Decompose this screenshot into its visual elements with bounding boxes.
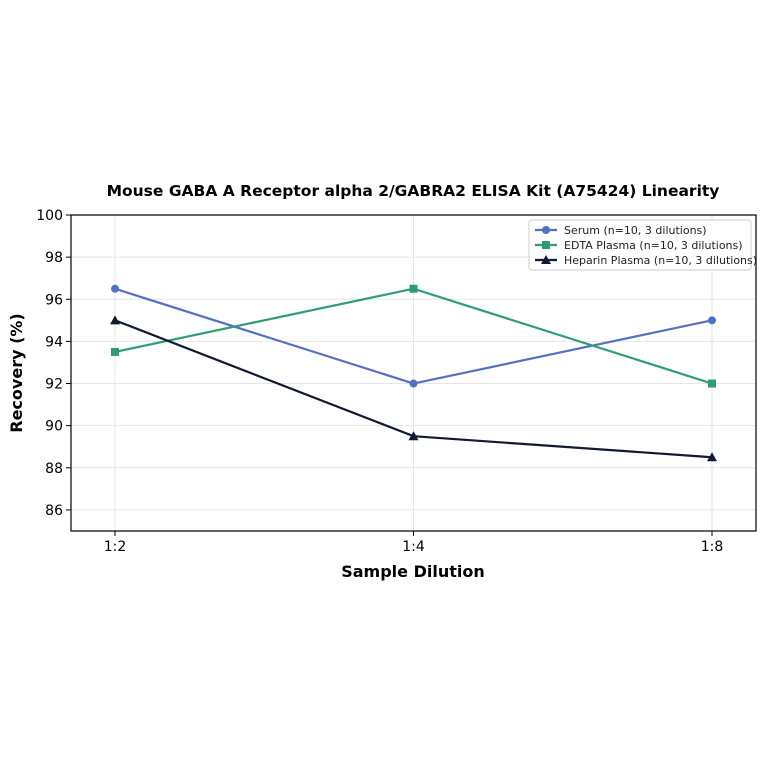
data-point <box>408 431 419 441</box>
legend-label: Heparin Plasma (n=10, 3 dilutions) <box>564 254 757 267</box>
y-tick-label: 96 <box>45 292 63 308</box>
data-point <box>111 284 119 293</box>
x-tick-label: 1:2 <box>104 539 127 555</box>
x-axis-ticks: 1:2 1:4 1:8 <box>104 531 724 555</box>
data-point <box>110 315 120 325</box>
legend: Serum (n=10, 3 dilutions) EDTA Plasma (n=… <box>528 219 757 271</box>
data-point <box>409 379 418 388</box>
y-tick-label: 98 <box>45 250 63 266</box>
y-tick-label: 100 <box>36 208 63 224</box>
legend-box <box>528 219 752 271</box>
legend-marker <box>542 241 550 249</box>
legend-marker <box>541 255 551 264</box>
x-axis-label: Sample Dilution <box>341 562 485 581</box>
y-axis-label: Recovery (%) <box>7 313 26 432</box>
y-axis-ticks: 86 88 90 92 94 96 98 100 <box>36 208 71 519</box>
y-tick-label: 88 <box>45 461 63 477</box>
series-markers <box>110 284 717 462</box>
y-tick-label: 92 <box>45 377 63 393</box>
data-point <box>707 452 717 462</box>
data-point <box>409 284 418 293</box>
y-tick-label: 90 <box>45 419 63 435</box>
legend-label: EDTA Plasma (n=10, 3 dilutions) <box>564 239 743 252</box>
y-tick-label: 94 <box>45 334 63 350</box>
legend-marker <box>542 226 550 234</box>
y-tick-label: 86 <box>45 503 63 519</box>
x-tick-label: 1:8 <box>701 539 724 555</box>
x-tick-label: 1:4 <box>402 539 425 555</box>
data-point <box>111 347 119 356</box>
data-point <box>708 316 716 325</box>
legend-label: Serum (n=10, 3 dilutions) <box>564 224 707 237</box>
chart-title: Mouse GABA A Receptor alpha 2/GABRA2 ELI… <box>107 182 720 200</box>
data-point <box>708 379 716 388</box>
